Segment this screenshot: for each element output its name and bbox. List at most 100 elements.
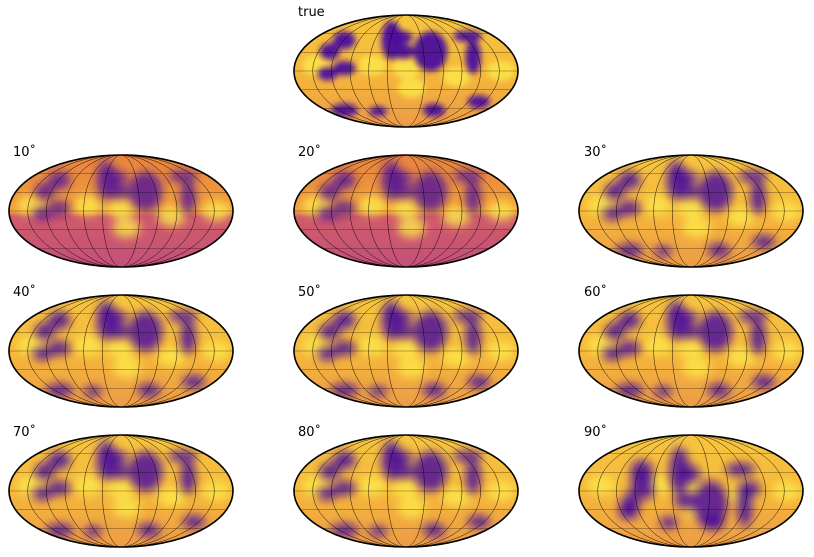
panel-label: 30˚ [584,145,608,160]
bright-spot [157,486,186,507]
panel-label: 20˚ [298,145,322,160]
map-outline [293,294,519,408]
dark-spot [180,180,197,214]
dark-spot [168,450,198,462]
mollweide-map [293,154,519,268]
bright-spot [392,338,420,359]
dark-spot [467,375,490,389]
dark-spot [654,386,672,397]
bright-spot [358,55,387,76]
bright-spot [587,475,616,496]
dark-spot [752,375,775,389]
bright-spot [682,357,711,378]
panel-label: 60˚ [584,285,608,300]
dark-spot [333,311,356,330]
dark-spot [465,40,482,74]
dark-spot [413,171,448,212]
dark-spot [467,515,490,529]
mollweide-map [578,294,804,408]
bright-spot [727,206,756,227]
bright-spot [643,195,672,216]
panel-label: 90˚ [584,425,608,440]
dark-spot [103,450,128,465]
dark-spot [32,347,53,361]
dark-spot [602,347,623,361]
dark-spot [128,451,163,492]
bright-spot [392,198,420,219]
dark-spot [707,383,731,397]
dark-spot [707,243,731,257]
bright-spot [727,346,756,367]
bright-spot [397,77,426,98]
dark-spot [673,170,698,185]
panel-label: 70˚ [13,425,37,440]
dark-spot [319,43,340,60]
dark-spot [333,451,356,470]
bright-spot [107,478,135,499]
dark-spot [388,310,413,325]
bright-spot [392,58,420,79]
map-outline [578,154,804,268]
dark-spot [659,516,678,529]
dark-spot [392,464,415,479]
dark-spot [602,207,623,221]
dark-spot [618,171,641,190]
panel-label: 10˚ [13,145,37,160]
bright-spot [157,206,186,227]
dark-spot [392,184,415,199]
mollweide-map [578,154,804,268]
bright-spot [73,195,102,216]
bright-spot [397,497,426,518]
bright-spot [112,497,141,518]
dark-spot [654,246,672,257]
dark-spot [453,170,483,182]
dark-spot [677,324,700,339]
bright-spot [358,475,387,496]
mollweide-map [578,434,804,548]
dark-spot [333,171,356,190]
dark-spot [48,451,71,470]
dark-spot [48,171,71,190]
map-outline [8,154,234,268]
dark-spot [698,171,733,212]
dark-spot [137,523,161,537]
dark-spot [319,463,340,480]
dark-spot [750,320,767,354]
dark-spot [388,450,413,465]
dark-spot [369,386,387,397]
dark-spot [128,171,163,212]
dark-spot [702,514,725,531]
dark-spot [467,95,490,109]
dark-spot [453,30,483,42]
dark-spot [604,323,625,340]
dark-spot [317,207,338,221]
dark-spot [465,320,482,354]
dark-spot [180,460,197,494]
dark-spot [673,310,698,325]
dark-spot [604,183,625,200]
dark-spot [413,311,448,352]
bright-spot [643,335,672,356]
dark-spot [84,386,102,397]
map-outline [8,294,234,408]
dark-spot [618,503,639,520]
dark-spot [465,180,482,214]
bright-spot [442,66,471,87]
dark-spot [750,180,767,214]
mollweide-map [293,14,519,128]
dark-spot [465,460,482,494]
dark-spot [107,184,130,199]
dark-spot [738,310,768,322]
bright-spot [73,475,102,496]
bright-spot [677,198,705,219]
map-outline [578,294,804,408]
bright-spot [397,217,426,238]
bright-spot [442,206,471,227]
dark-spot [615,383,643,397]
map-outline [293,14,519,128]
dark-spot [34,463,55,480]
bright-spot [358,195,387,216]
panel-label: true [298,5,325,20]
dark-spot [678,465,701,483]
dark-spot [45,523,73,537]
